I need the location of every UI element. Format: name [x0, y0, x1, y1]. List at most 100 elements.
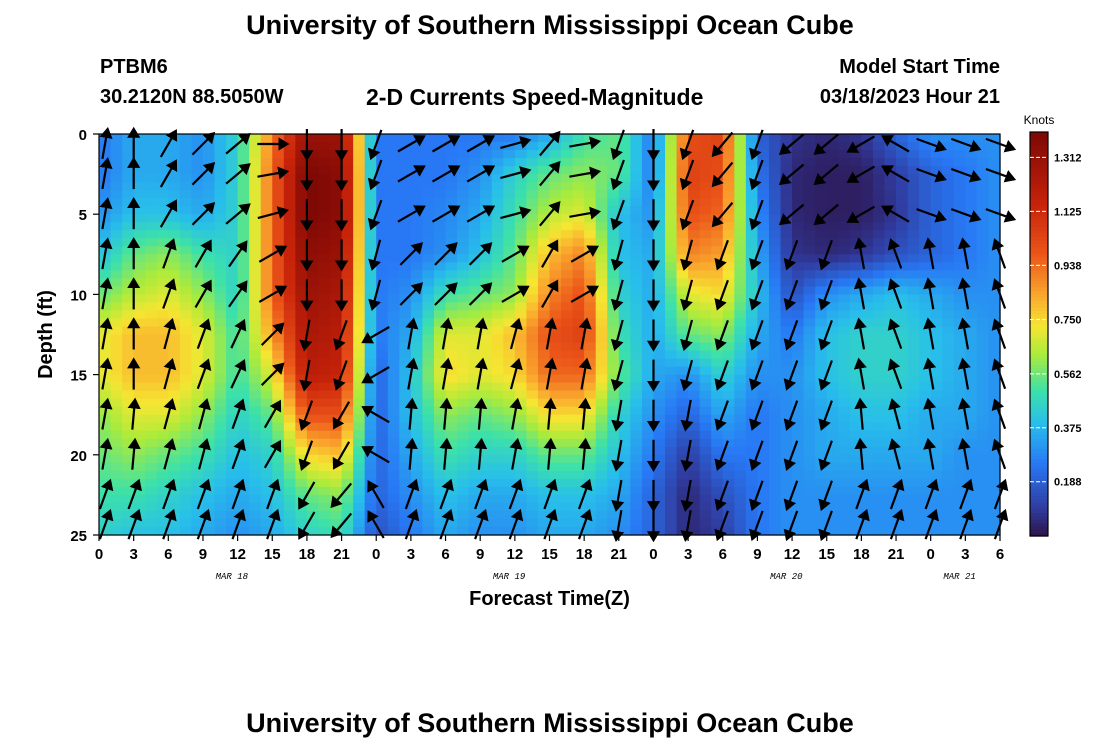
heatmap-cell — [295, 270, 308, 279]
heatmap-cell — [318, 430, 331, 440]
heatmap-cell — [792, 366, 805, 376]
heatmap-cell — [133, 478, 146, 488]
heatmap-cell — [896, 382, 909, 392]
heatmap-cell — [849, 134, 862, 143]
heatmap-cell — [872, 366, 886, 376]
heatmap-cell — [249, 462, 262, 472]
heatmap-cell — [965, 398, 978, 408]
heatmap-cell — [618, 262, 631, 271]
heatmap-cell — [318, 334, 331, 344]
current-vector — [368, 279, 382, 312]
heatmap-cell — [595, 142, 608, 151]
heatmap-cell — [711, 478, 724, 488]
current-vector — [813, 203, 839, 226]
heatmap-cell — [99, 270, 112, 279]
heatmap-cell — [734, 366, 747, 376]
heatmap-cell — [884, 414, 897, 424]
heatmap-cell — [861, 286, 874, 295]
heatmap-cell — [942, 326, 955, 336]
heatmap-cell — [422, 366, 435, 376]
heatmap-cell — [953, 142, 966, 151]
y-tick-label: 15 — [70, 368, 87, 385]
heatmap-cell — [965, 494, 978, 504]
heatmap-cell — [665, 294, 678, 304]
heatmap-cell — [780, 486, 793, 496]
heatmap-cell — [122, 198, 135, 207]
heatmap-cell — [422, 254, 435, 263]
heatmap-cell — [630, 414, 643, 424]
heatmap-cell — [942, 254, 955, 263]
heatmap-cell — [849, 182, 862, 191]
heatmap-cell — [572, 422, 585, 432]
heatmap-cell — [226, 478, 239, 488]
heatmap-cell — [896, 502, 909, 512]
current-vector — [162, 238, 177, 269]
heatmap-cell — [907, 270, 920, 279]
heatmap-cell — [445, 406, 458, 416]
heatmap-cell — [491, 214, 504, 223]
heatmap-cell — [942, 374, 955, 384]
heatmap-cell — [249, 174, 262, 183]
heatmap-cell — [306, 278, 320, 287]
heatmap-cell — [422, 286, 435, 295]
heatmap-cell — [653, 494, 666, 504]
heatmap-cell — [156, 318, 169, 328]
heatmap-cell — [930, 478, 943, 488]
heatmap-cell — [595, 478, 608, 488]
colorbar-segment — [1030, 374, 1048, 379]
heatmap-cell — [433, 382, 447, 392]
heatmap-cell — [237, 190, 250, 199]
heatmap-cell — [988, 486, 1001, 496]
heatmap-cell — [699, 262, 712, 271]
heatmap-cell — [930, 350, 943, 360]
heatmap-cell — [491, 134, 504, 143]
heatmap-cell — [237, 198, 250, 207]
heatmap-cell — [930, 390, 943, 400]
colorbar-segment — [1030, 350, 1048, 355]
heatmap-cell — [260, 414, 273, 424]
heatmap-cell — [422, 182, 435, 191]
colorbar-segment — [1030, 515, 1048, 520]
heatmap-cell — [884, 374, 897, 384]
heatmap-cell — [168, 422, 181, 432]
colorbar-segment — [1030, 236, 1048, 241]
heatmap-cell — [584, 278, 597, 287]
heatmap-cell — [953, 214, 966, 223]
heatmap-cell — [145, 374, 158, 384]
heatmap-cell — [306, 174, 320, 183]
heatmap-cell — [711, 406, 724, 416]
heatmap-cell — [272, 350, 285, 360]
heatmap-cell — [168, 382, 181, 392]
heatmap-cell — [976, 366, 990, 376]
heatmap-cell — [768, 238, 782, 247]
heatmap-cell — [919, 382, 932, 392]
heatmap-cell — [457, 182, 470, 191]
heatmap-cell — [976, 246, 990, 255]
heatmap-cell — [387, 270, 400, 279]
heatmap-cell — [514, 446, 527, 456]
heatmap-cell — [145, 174, 158, 183]
heatmap-cell — [260, 510, 273, 520]
heatmap-cell — [226, 206, 239, 215]
heatmap-cell — [688, 446, 701, 456]
heatmap-cell — [988, 382, 1001, 392]
heatmap-cell — [930, 326, 943, 336]
heatmap-cell — [376, 462, 389, 472]
heatmap-cell — [953, 174, 966, 183]
heatmap-cell — [930, 342, 943, 352]
heatmap-cell — [237, 494, 250, 504]
heatmap-cell — [249, 526, 262, 536]
heatmap-cell — [618, 422, 631, 432]
heatmap-cell — [641, 366, 655, 376]
heatmap-cell — [676, 454, 689, 464]
current-vector — [923, 237, 937, 270]
heatmap-cell — [930, 254, 943, 263]
heatmap-cell — [699, 238, 712, 247]
heatmap-cell — [503, 510, 516, 520]
heatmap-cell — [711, 390, 724, 400]
current-vector — [577, 508, 593, 540]
heatmap-cell — [491, 478, 504, 488]
heatmap-cell — [526, 510, 539, 520]
heatmap-cell — [295, 350, 308, 360]
heatmap-cell — [364, 230, 377, 239]
